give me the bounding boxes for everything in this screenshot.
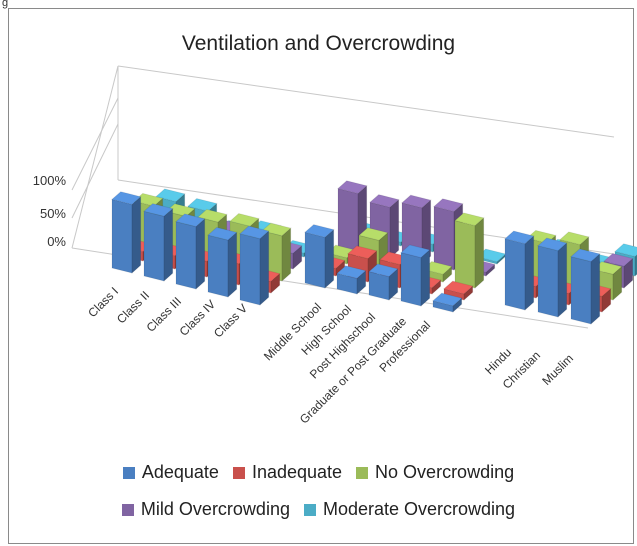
- bar-0-11-top: [536, 237, 568, 252]
- legend-label-adequate: Adequate: [141, 462, 219, 482]
- bar-0-2-front: [175, 220, 197, 290]
- legend-row-2: Mild Overcrowding Moderate Overcrowding: [0, 499, 637, 520]
- legend-item-mild-overcrowding: Mild Overcrowding: [121, 499, 290, 520]
- bar-4-1-top: [186, 197, 218, 212]
- bar-4-12-top: [613, 243, 637, 258]
- bar-0-5-side: [324, 228, 335, 290]
- bar-0-10-front: [504, 238, 526, 311]
- y-tick-label: 0%: [47, 234, 66, 249]
- bar-3-8-top: [432, 198, 464, 213]
- bar-2-3-top: [228, 212, 260, 227]
- bar-0-4-front: [239, 233, 261, 306]
- bar-2-9-front: [454, 219, 476, 289]
- bar-0-11-front: [537, 245, 559, 318]
- y-axis-tick-labels: 100% 50% 0%: [33, 173, 67, 249]
- bar-0-9-top: [431, 292, 463, 307]
- header-caption: g: [2, 0, 9, 9]
- bar-0-6-top: [335, 265, 367, 279]
- bar-3-7-top: [400, 194, 432, 209]
- chart-bars: [110, 180, 637, 326]
- legend-swatch-moderate-overcrowding: [303, 503, 316, 516]
- wall-left-edge: [71, 65, 119, 249]
- legend-item-moderate-overcrowding: Moderate Overcrowding: [303, 499, 516, 520]
- legend-label-moderate-overcrowding: Moderate Overcrowding: [322, 499, 516, 519]
- legend-label-inadequate: Inadequate: [251, 462, 343, 482]
- bar-0-7-top: [367, 263, 399, 278]
- legend-swatch-inadequate: [232, 466, 245, 479]
- bar-2-6-top: [357, 227, 389, 241]
- bar-1-6-top: [346, 245, 378, 260]
- bar-1-9-top: [442, 280, 474, 295]
- bar-0-2-side: [195, 217, 206, 291]
- legend-swatch-no-overcrowding: [356, 466, 369, 479]
- bar-0-3-side: [227, 231, 238, 299]
- bar-0-4-side: [259, 229, 270, 307]
- wall-grid-100: [71, 97, 119, 191]
- bar-0-11-side: [557, 241, 568, 319]
- y-tick-label: 100%: [33, 173, 67, 188]
- bar-3-12-top: [602, 252, 634, 267]
- bar-0-8-top: [399, 244, 431, 259]
- bar-2-0-top: [132, 192, 164, 207]
- bar-0-10-top: [503, 230, 535, 245]
- bar-3-6-top: [368, 194, 400, 208]
- bar-3-6-side: [389, 198, 400, 260]
- legend-swatch-adequate: [122, 466, 135, 479]
- bar-0-0-side: [131, 195, 142, 275]
- bar-0-10-side: [524, 234, 535, 312]
- bar-2-11-top: [558, 231, 590, 246]
- legend-row-1: Adequate Inadequate No Overcrowding: [0, 462, 637, 483]
- bar-2-9-top: [453, 212, 485, 227]
- wall-top-edge: [117, 65, 615, 138]
- wall-grid-50: [71, 123, 119, 219]
- bar-0-4-top: [238, 225, 270, 240]
- bar-2-1-top: [164, 203, 196, 217]
- bar-0-0-top: [110, 191, 142, 205]
- bar-0-1-side: [163, 207, 174, 283]
- y-tick-label: 50%: [40, 206, 66, 221]
- bar-0-12-top: [569, 248, 601, 263]
- x-tick-label: Muslim: [539, 351, 576, 388]
- bar-0-3-top: [206, 226, 238, 241]
- legend: Adequate Inadequate No Overcrowding Mild…: [0, 462, 637, 520]
- bar-2-4-top: [260, 222, 292, 237]
- bar-0-3-front: [207, 234, 229, 298]
- bar-3-8-front: [433, 205, 455, 271]
- bar-0-0-front: [111, 198, 133, 274]
- bar-0-1-top: [142, 203, 174, 217]
- bar-0-8-side: [420, 248, 431, 308]
- bar-0-12-front: [570, 255, 592, 325]
- bar-3-5-top: [336, 180, 368, 195]
- legend-item-no-overcrowding: No Overcrowding: [356, 462, 514, 483]
- legend-item-inadequate: Inadequate: [232, 462, 343, 483]
- bar-0-12-side: [590, 252, 601, 326]
- bar-2-2-top: [196, 208, 228, 223]
- legend-label-mild-overcrowding: Mild Overcrowding: [140, 499, 290, 519]
- bar-0-8-front: [400, 251, 422, 307]
- bar-2-9-side: [474, 216, 485, 290]
- legend-swatch-mild-overcrowding: [121, 503, 134, 516]
- bar-3-5-front: [337, 187, 359, 253]
- bar-0-2-top: [174, 213, 206, 228]
- bar-0-5-front: [304, 231, 326, 289]
- bar-4-0-top: [154, 188, 186, 203]
- bar-2-4-side: [281, 226, 292, 283]
- bar-0-1-front: [143, 210, 165, 282]
- chart-title: Ventilation and Overcrowding: [181, 32, 456, 55]
- legend-item-adequate: Adequate: [122, 462, 219, 483]
- legend-label-no-overcrowding: No Overcrowding: [375, 462, 515, 482]
- bar-0-5-top: [303, 224, 335, 238]
